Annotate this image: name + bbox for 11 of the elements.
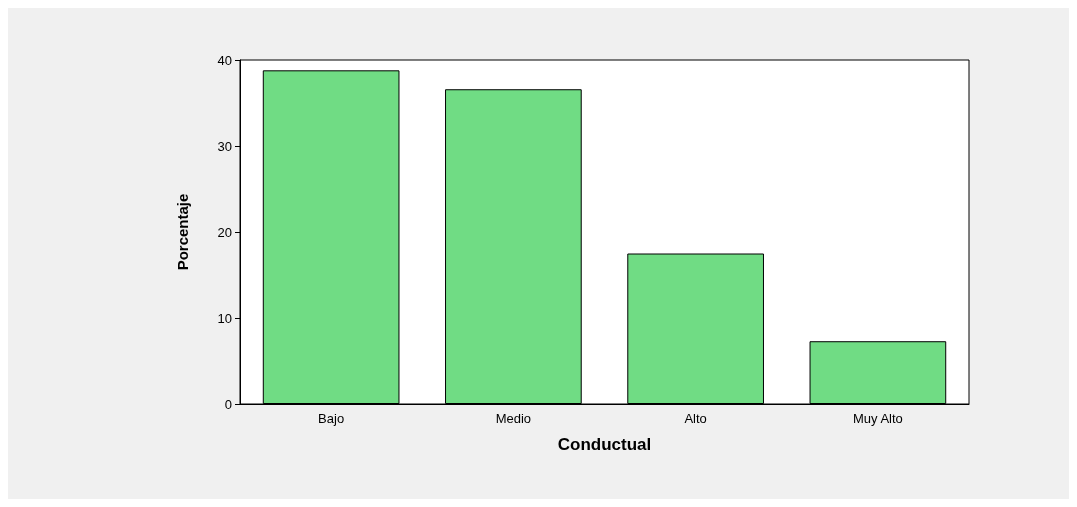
y-tick-label: 30 — [217, 138, 232, 154]
x-tick-label: Medio — [495, 411, 532, 426]
y-tick-label: 10 — [217, 310, 232, 326]
x-tick-label: Bajo — [318, 411, 345, 426]
y-axis-title: Porcentaje — [174, 193, 191, 271]
x-tick-label: Muy Alto — [852, 411, 903, 426]
y-tick-label: 40 — [217, 52, 232, 68]
x-tick-label: Alto — [684, 411, 707, 426]
y-tick-label: 0 — [224, 396, 232, 412]
y-tick-label: 20 — [217, 224, 232, 240]
x-axis-title: Conductual — [557, 435, 652, 454]
